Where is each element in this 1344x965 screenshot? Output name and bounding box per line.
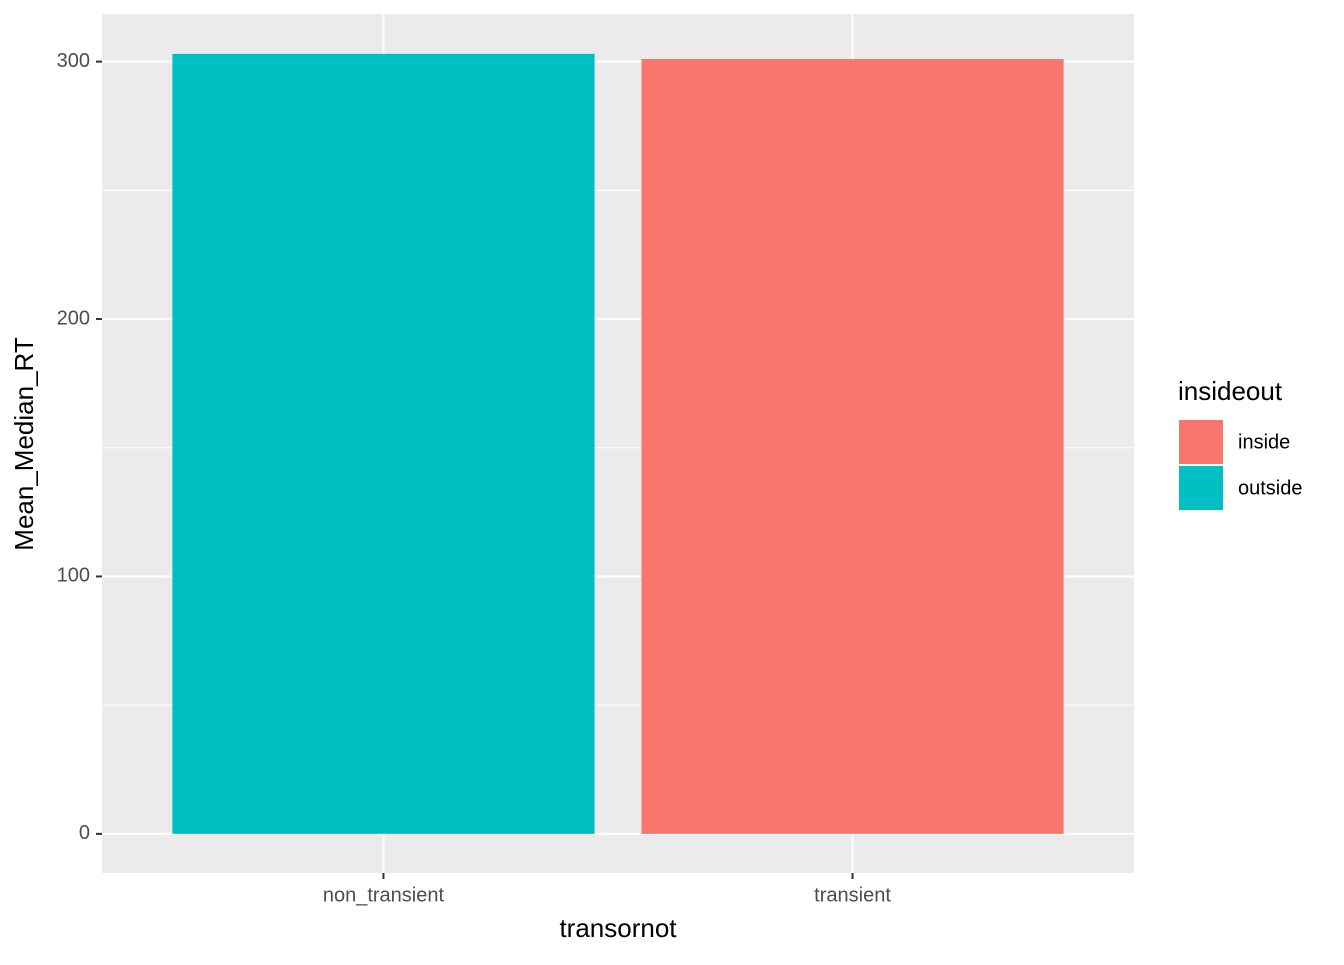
legend-label: outside: [1238, 477, 1303, 499]
bars: [172, 53, 1064, 834]
x-tick-label: transient: [814, 884, 891, 906]
y-tick-label: 200: [57, 307, 90, 329]
y-tick-label: 300: [57, 50, 90, 72]
y-tick-label: 100: [57, 565, 90, 587]
axes: 0 100 200 300 non_transient transient: [57, 50, 892, 906]
y-tick-label: 0: [79, 822, 90, 844]
legend-key: [1179, 466, 1223, 510]
legend-label: inside: [1238, 431, 1290, 453]
legend-key: [1179, 420, 1223, 464]
legend: inside outside: [1179, 420, 1303, 510]
bar: [172, 53, 595, 834]
bar: [641, 59, 1064, 834]
x-tick-label: non_transient: [323, 884, 445, 906]
x-axis-title: transornot: [559, 913, 677, 943]
legend-title: insideout: [1178, 376, 1283, 406]
y-axis-title: Mean_Median_RT: [9, 337, 39, 551]
